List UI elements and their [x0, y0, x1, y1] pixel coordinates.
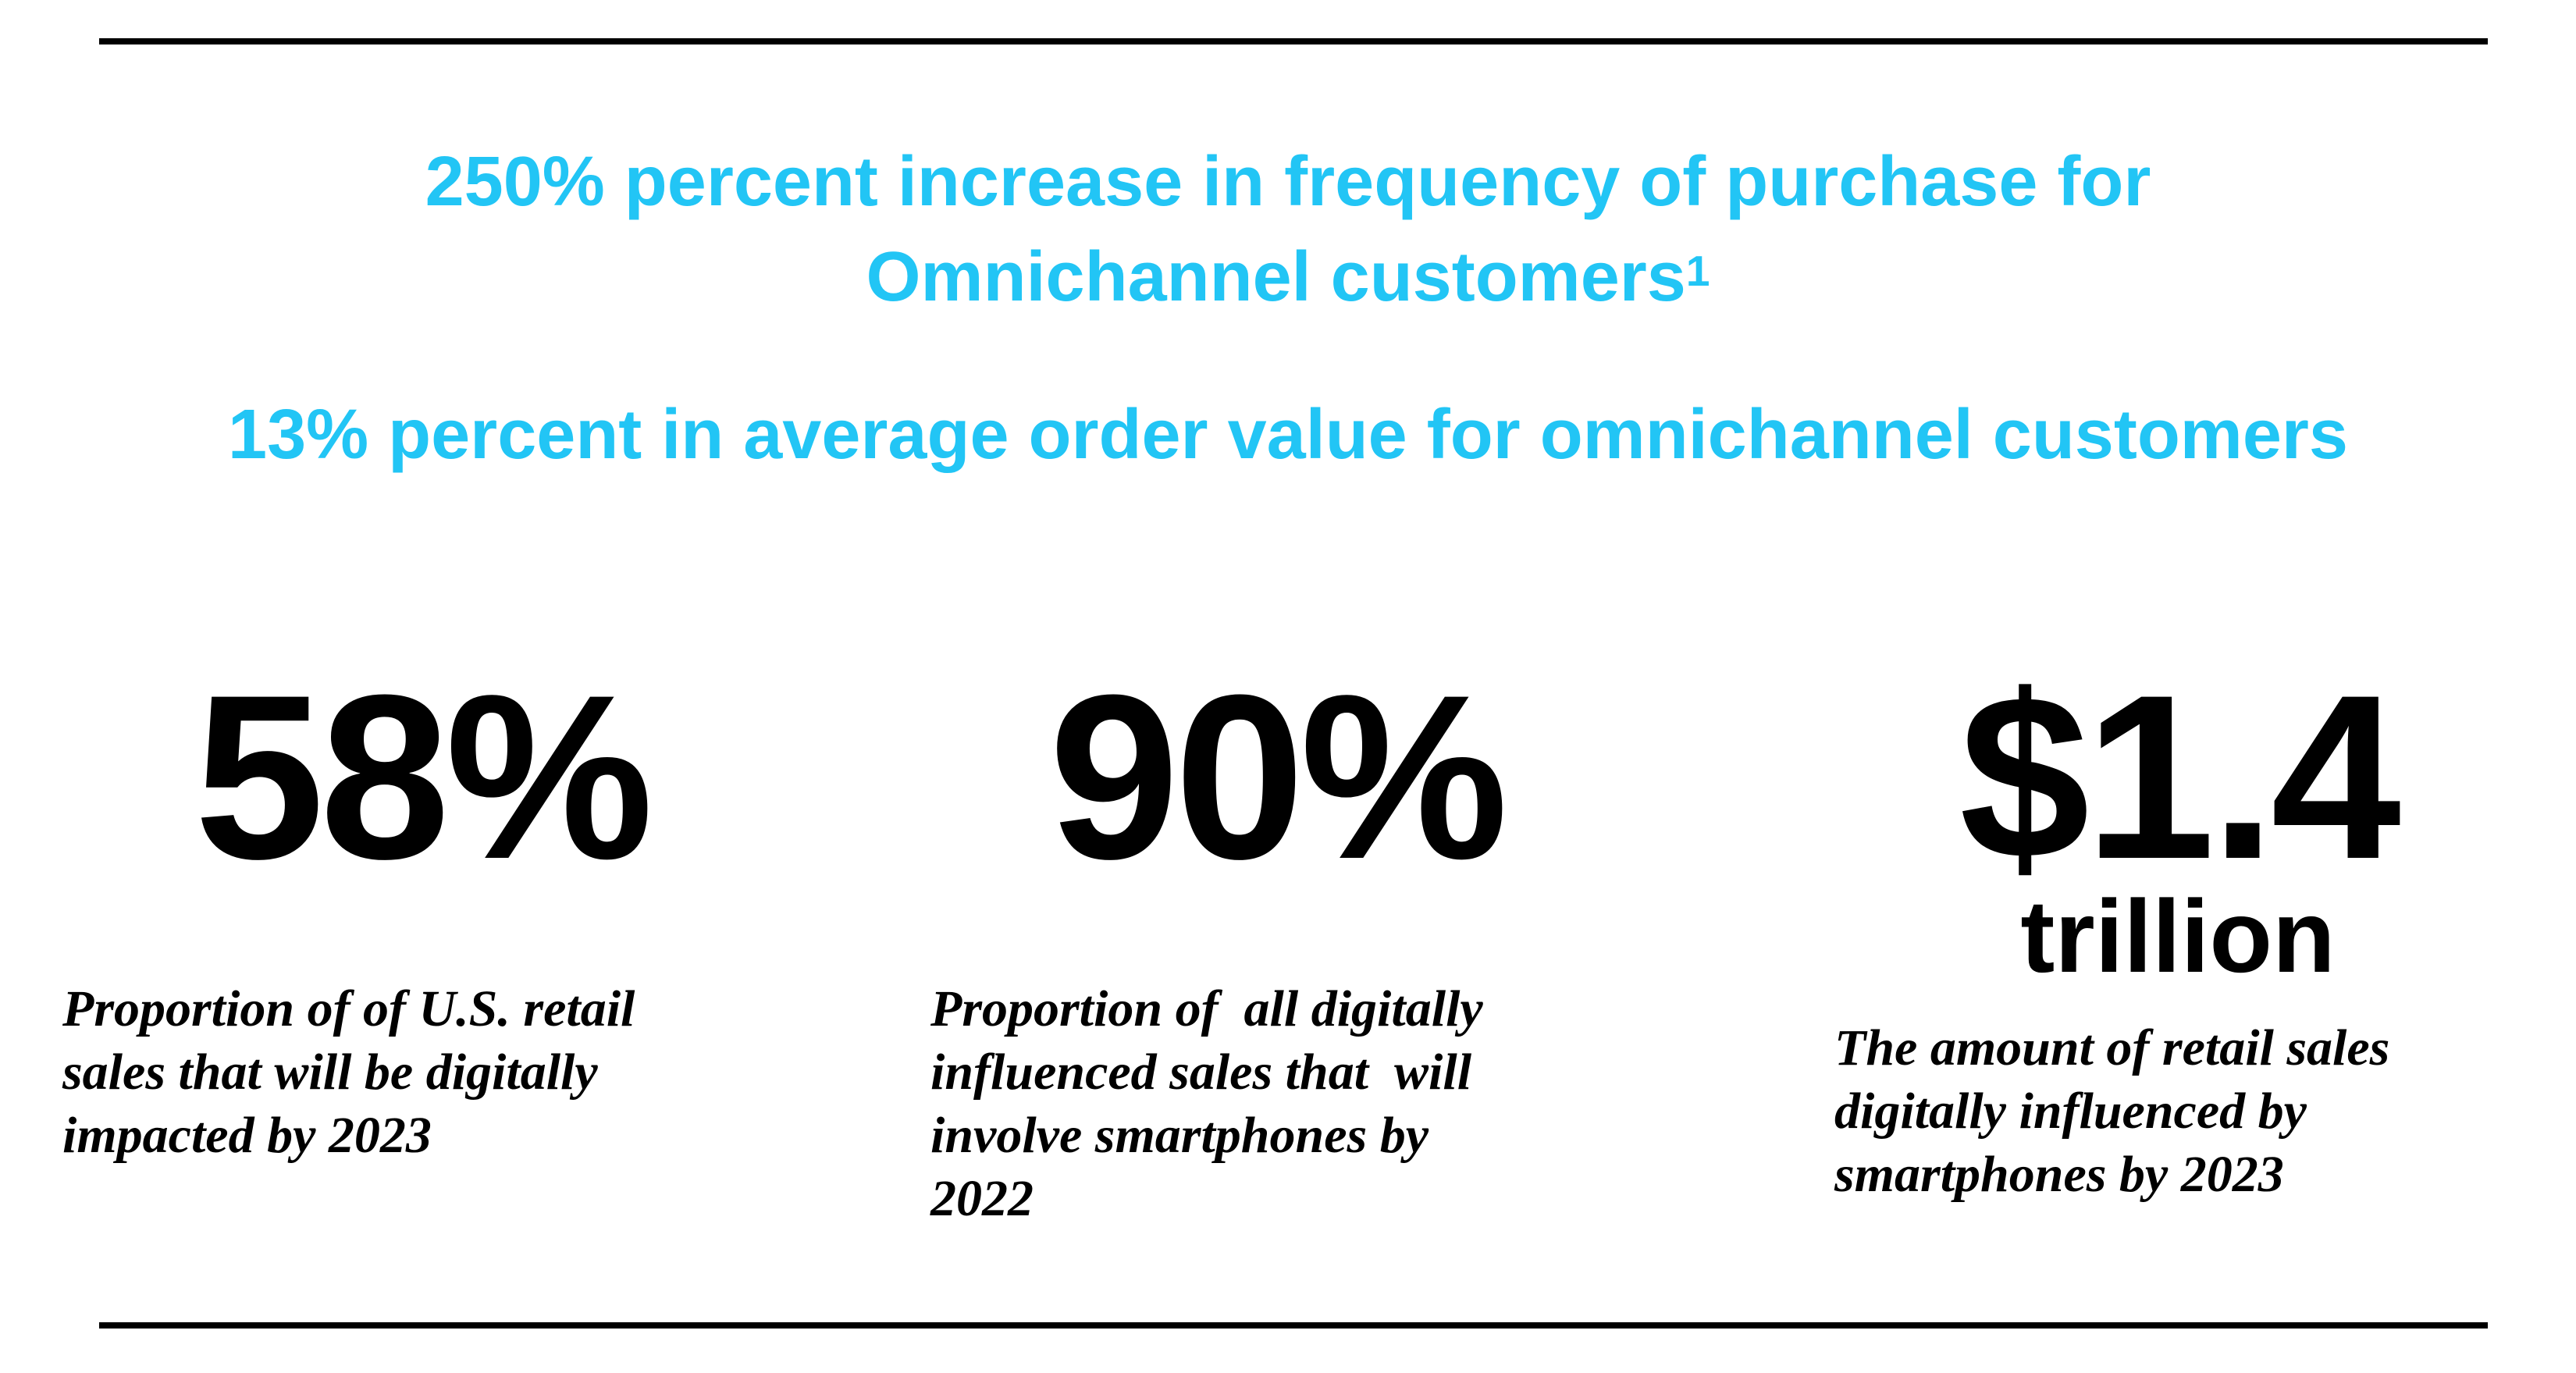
stat-value-58: 58% — [194, 646, 653, 908]
stat-unit-trillion: trillion — [2020, 879, 2336, 994]
headline-frequency: 250% percent increase in frequency of pu… — [0, 134, 2576, 325]
footnote-marker: 1 — [1685, 247, 1710, 295]
top-divider — [99, 38, 2488, 44]
stat-value-90: 90% — [1048, 646, 1508, 908]
stat-description-58: Proportion of of U.S. retail sales that … — [62, 980, 635, 1164]
bottom-divider — [99, 1322, 2488, 1329]
stat-description-90: Proportion of all digitally influenced s… — [930, 980, 1483, 1227]
headline-order-value: 13% percent in average order value for o… — [228, 396, 2348, 474]
stat-description-1-4: The amount of retail sales digitally inf… — [1834, 1019, 2390, 1203]
headline-line1: 250% percent increase in frequency of pu… — [425, 143, 2151, 221]
headline-line2: Omnichannel customers — [866, 238, 1686, 316]
stat-value-1-4: $1.4 — [1959, 646, 2401, 908]
